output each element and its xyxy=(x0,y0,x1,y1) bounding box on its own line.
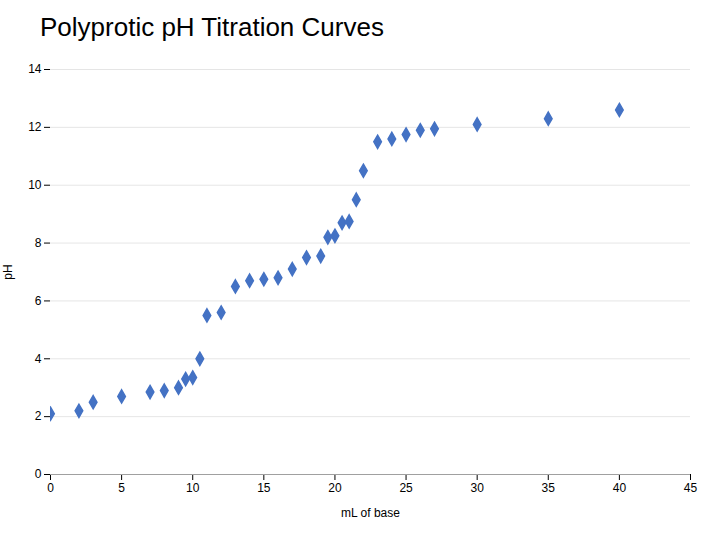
svg-text:pH: pH xyxy=(1,264,15,279)
svg-text:6: 6 xyxy=(35,294,42,308)
svg-text:15: 15 xyxy=(257,481,271,495)
svg-text:8: 8 xyxy=(35,236,42,250)
svg-text:45: 45 xyxy=(684,481,698,495)
svg-text:5: 5 xyxy=(118,481,125,495)
svg-text:30: 30 xyxy=(470,481,484,495)
svg-text:mL of base: mL of base xyxy=(341,506,400,520)
svg-text:10: 10 xyxy=(186,481,200,495)
svg-text:10: 10 xyxy=(28,178,42,192)
svg-text:0: 0 xyxy=(35,467,42,481)
svg-text:40: 40 xyxy=(613,481,627,495)
svg-text:2: 2 xyxy=(35,409,42,423)
svg-text:4: 4 xyxy=(35,352,42,366)
svg-text:0: 0 xyxy=(47,481,54,495)
svg-text:12: 12 xyxy=(28,120,42,134)
svg-text:25: 25 xyxy=(399,481,413,495)
html-text:Polyprotic pH Titration Curves: Polyprotic pH Titration Curves xyxy=(40,12,384,42)
svg-text:14: 14 xyxy=(28,62,42,76)
svg-text:35: 35 xyxy=(542,481,556,495)
svg-text:20: 20 xyxy=(328,481,342,495)
